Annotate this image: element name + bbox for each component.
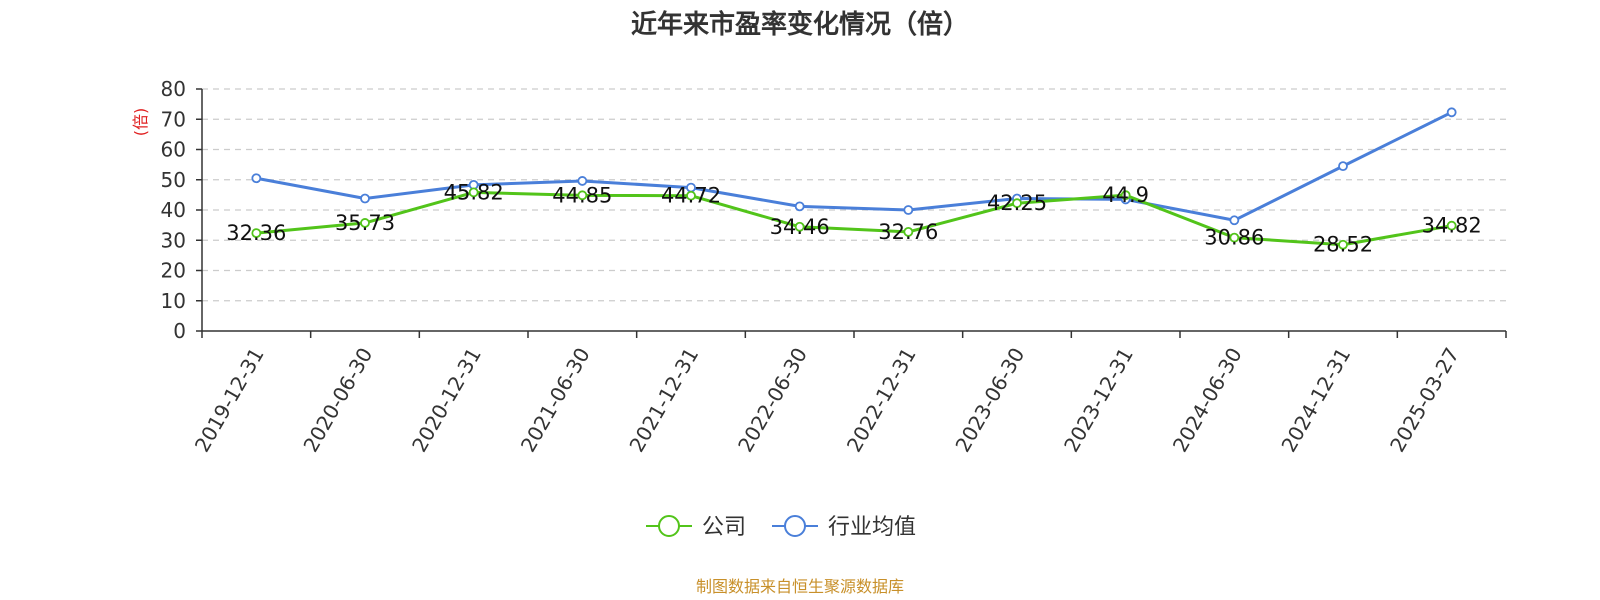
data-label: 45.82	[444, 180, 504, 204]
data-point	[360, 218, 370, 228]
y-tick-label: 20	[161, 259, 186, 283]
series-1	[251, 107, 1457, 226]
axes: 0 10 20 30 40 50 60 70 80 2019-12-31 2020-06-30 202…	[161, 77, 1507, 457]
data-point	[1229, 232, 1240, 243]
x-tick-label: 2024-06-30	[1168, 344, 1247, 457]
y-tick-label: 60	[161, 138, 186, 162]
y-tick-label: 70	[161, 107, 186, 131]
data-point	[577, 176, 588, 186]
data-point	[468, 187, 479, 198]
data-point	[251, 173, 262, 184]
series-0	[251, 187, 1457, 250]
data-point	[1012, 198, 1022, 209]
x-tick-label: 2025-03-27	[1385, 344, 1464, 457]
x-tick-label: 2022-12-31	[842, 343, 921, 456]
legend[interactable]: 公司 行业均值	[646, 515, 916, 540]
legend-label: 公司	[702, 515, 746, 540]
x-tick-label: 2023-12-31	[1059, 344, 1138, 457]
legend-marker	[658, 515, 680, 537]
data-point	[251, 228, 262, 239]
data-point	[1338, 161, 1348, 172]
x-tick-label: 2023-06-30	[950, 344, 1029, 457]
data-point	[1338, 239, 1348, 250]
data-label: 44.9	[1102, 183, 1149, 207]
data-source-note: 制图数据来自恒生聚源数据库	[696, 577, 904, 596]
data-point	[1446, 220, 1457, 231]
x-tick-label: 2021-12-31	[624, 344, 703, 457]
data-label: 28.52	[1313, 233, 1373, 257]
data-point	[903, 227, 914, 237]
y-tick-label: 50	[161, 168, 186, 192]
legend-marker	[784, 515, 806, 537]
legend-label: 行业均值	[828, 515, 916, 540]
data-point	[360, 193, 370, 204]
data-label: 34.46	[770, 215, 830, 239]
data-label: 35.73	[335, 211, 395, 235]
data-point	[794, 201, 805, 212]
y-tick-label: 30	[161, 228, 186, 252]
data-label: 34.82	[1422, 214, 1482, 238]
x-tick-label: 2022-06-30	[733, 344, 812, 457]
data-label: 44.85	[552, 183, 612, 207]
data-point	[794, 221, 805, 232]
data-labels: 32.36 35.73 45.82 44.85 44.72 34.46 32.76 42.25…	[226, 180, 1481, 256]
x-tick-label: 2021-06-30	[516, 344, 595, 457]
y-axis-unit-label: (倍)	[131, 108, 150, 137]
data-point	[1120, 190, 1131, 201]
legend-item[interactable]: 行业均值	[772, 515, 916, 540]
data-label: 30.86	[1204, 226, 1264, 250]
series-layer	[251, 107, 1457, 250]
data-point	[903, 205, 914, 215]
chart-title: 近年来市盈率变化情况（倍）	[631, 9, 969, 40]
data-point	[686, 190, 696, 201]
x-tick-label: 2020-12-31	[407, 343, 486, 456]
grid-lines	[202, 88, 1506, 302]
data-label: 42.25	[987, 191, 1047, 215]
data-point	[1229, 215, 1240, 226]
x-tick-label: 2024-12-31	[1276, 344, 1355, 457]
series-line	[256, 110, 1453, 222]
y-tick-label: 10	[161, 289, 186, 313]
data-label: 44.72	[661, 184, 721, 208]
series-line	[256, 190, 1452, 247]
y-tick-label: 0	[173, 319, 186, 343]
y-tick-label: 40	[161, 198, 186, 222]
x-tick-label: 2020-06-30	[298, 344, 377, 457]
legend-item[interactable]: 公司	[646, 515, 746, 540]
data-label: 32.36	[226, 221, 286, 245]
data-point	[577, 190, 588, 201]
data-point	[1446, 107, 1457, 118]
data-label: 32.76	[878, 220, 938, 244]
y-tick-label: 80	[161, 77, 186, 101]
x-tick-label: 2019-12-31	[190, 344, 269, 457]
